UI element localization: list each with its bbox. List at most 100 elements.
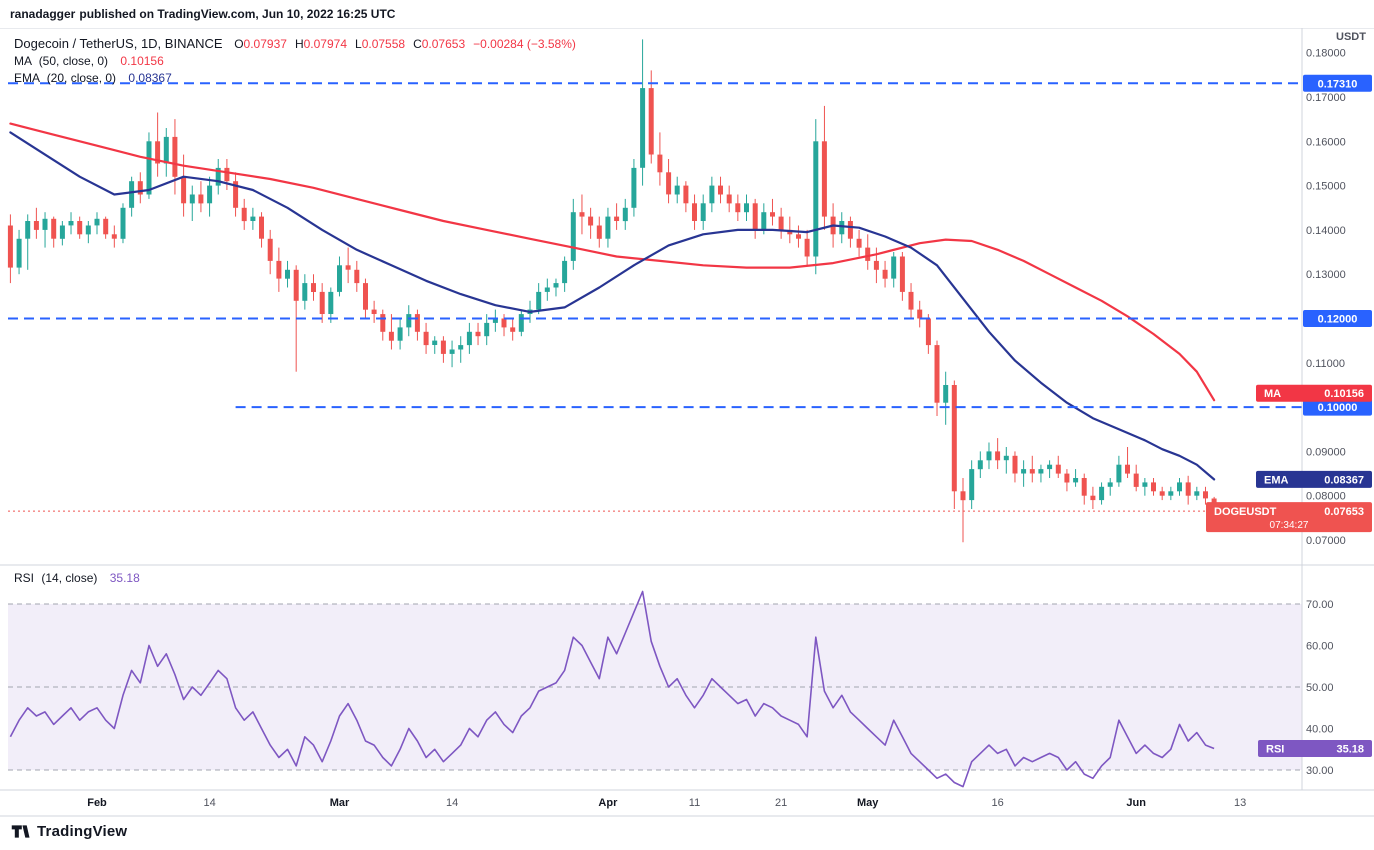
ma-price-badge bbox=[1256, 384, 1372, 402]
rsi-name: RSI bbox=[14, 571, 35, 585]
candle-body bbox=[1029, 469, 1035, 474]
candle-body bbox=[951, 385, 957, 492]
rsi-tick-label: 70.00 bbox=[1306, 599, 1334, 611]
candle-body bbox=[285, 269, 290, 279]
candle-body bbox=[241, 207, 247, 222]
candle-body bbox=[293, 269, 299, 301]
candle-body bbox=[683, 185, 689, 204]
candle-body bbox=[761, 212, 767, 230]
current-badge-symbol: DOGEUSDT bbox=[1214, 506, 1277, 518]
candle-body bbox=[648, 88, 654, 155]
high-value: 0.07974 bbox=[303, 37, 347, 51]
candle-body bbox=[1125, 464, 1130, 474]
current-price-badge bbox=[1206, 502, 1372, 533]
candle-body bbox=[1151, 482, 1156, 492]
candle-body bbox=[345, 265, 351, 270]
candle-body bbox=[977, 460, 983, 470]
time-label-21: 21 bbox=[775, 797, 787, 809]
published-text: published on TradingView.com, Jun 10, 20… bbox=[79, 7, 396, 21]
candle-body bbox=[181, 176, 187, 204]
time-label-May: May bbox=[857, 797, 879, 809]
candle-body bbox=[562, 260, 568, 284]
brand-name[interactable]: TradingView bbox=[37, 823, 128, 840]
candle-body bbox=[1142, 482, 1148, 487]
candle-body bbox=[700, 203, 706, 221]
candle-body bbox=[579, 212, 585, 217]
price-tick-label: 0.07000 bbox=[1306, 535, 1346, 547]
level-price-badge-label: 0.12000 bbox=[1318, 314, 1358, 326]
candle-body bbox=[250, 216, 256, 221]
price-tick-label: 0.08000 bbox=[1306, 491, 1346, 503]
rsi-legend-row[interactable]: RSI (14, close) 35.18 bbox=[14, 571, 140, 585]
publish-header: ranadagger published on TradingView.com,… bbox=[0, 0, 1374, 28]
rsi-tick-label: 50.00 bbox=[1306, 682, 1334, 694]
candle-body bbox=[536, 291, 542, 310]
candle-body bbox=[501, 318, 507, 328]
open-label: O bbox=[234, 37, 244, 51]
candle-body bbox=[666, 172, 672, 195]
candle-body bbox=[302, 283, 308, 301]
candle-body bbox=[1021, 469, 1027, 474]
candle-body bbox=[207, 185, 213, 204]
level-price-badge bbox=[1303, 398, 1372, 416]
candle-body bbox=[120, 207, 126, 239]
candle-body bbox=[847, 221, 853, 239]
ma-name: MA bbox=[14, 54, 32, 68]
candle-body bbox=[33, 221, 39, 230]
candle-body bbox=[718, 185, 723, 195]
level-price-badge bbox=[1303, 74, 1372, 92]
candle-body bbox=[570, 212, 576, 261]
candle-body bbox=[1064, 473, 1070, 483]
candle-body bbox=[891, 256, 897, 279]
candle-body bbox=[1159, 491, 1165, 496]
candle-body bbox=[544, 287, 550, 292]
ema-badge-value: 0.08367 bbox=[1324, 474, 1364, 486]
ma-legend-row[interactable]: MA (50, close, 0) 0.10156 bbox=[14, 53, 576, 69]
candle-body bbox=[337, 265, 342, 292]
candle-body bbox=[752, 203, 758, 230]
symbol-title[interactable]: Dogecoin / TetherUS, 1D, BINANCE bbox=[14, 36, 223, 51]
candle-body bbox=[1038, 469, 1044, 474]
time-axis[interactable]: Feb 14 Mar 14 Apr 11 21 May 16 Jun 13 bbox=[87, 797, 1246, 809]
candle-body bbox=[1185, 482, 1191, 496]
price-axis[interactable]: USDT 0.18000 0.17000 0.16000 0.15000 0.14000 0… bbox=[1206, 31, 1372, 777]
candle-body bbox=[596, 225, 602, 239]
candle-body bbox=[59, 225, 65, 239]
candle-body bbox=[657, 154, 663, 173]
ma-value: 0.10156 bbox=[120, 54, 164, 68]
candle-body bbox=[146, 141, 152, 195]
price-tick-label: 0.11000 bbox=[1306, 358, 1345, 370]
close-value: 0.07653 bbox=[421, 37, 466, 51]
candle-body bbox=[77, 221, 83, 235]
candle-body bbox=[770, 212, 775, 217]
time-label-Apr: Apr bbox=[598, 797, 618, 809]
candle-body bbox=[960, 491, 966, 501]
ema-legend-row[interactable]: EMA (20, close, 0) 0.08367 bbox=[14, 70, 576, 86]
candle-body bbox=[68, 221, 74, 226]
candle-body bbox=[899, 256, 905, 292]
candle-body bbox=[1203, 491, 1208, 499]
candle-body bbox=[1090, 495, 1096, 501]
candle-body bbox=[328, 291, 334, 314]
candle-body bbox=[969, 469, 975, 501]
time-label-11: 11 bbox=[689, 797, 700, 809]
price-tick-label: 0.09000 bbox=[1306, 446, 1346, 458]
candle-body bbox=[155, 141, 161, 164]
price-tick-label: 0.17000 bbox=[1306, 92, 1346, 104]
candle-body bbox=[1133, 473, 1139, 487]
candle-body bbox=[1168, 491, 1174, 496]
time-label-Feb: Feb bbox=[87, 797, 107, 809]
candle-body bbox=[129, 181, 135, 208]
candle-body bbox=[163, 136, 169, 164]
author-name: ranadagger bbox=[10, 7, 76, 21]
candle-body bbox=[103, 218, 109, 235]
candle-body bbox=[917, 309, 923, 319]
candle-body bbox=[466, 331, 472, 346]
candle-body bbox=[1081, 478, 1087, 496]
candle-body bbox=[995, 451, 1001, 461]
ema-price-badge bbox=[1256, 470, 1372, 488]
tradingview-logo-icon[interactable] bbox=[10, 821, 31, 842]
candle-body bbox=[622, 207, 628, 222]
